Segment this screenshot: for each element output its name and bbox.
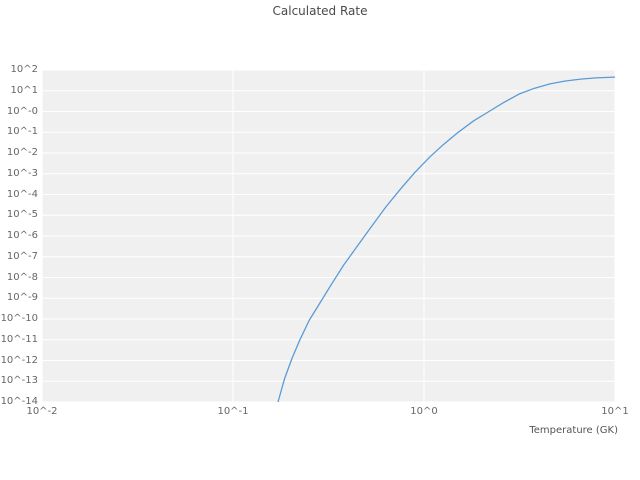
y-tick-label: 10^-5 xyxy=(6,209,38,221)
y-tick-label: 10^-6 xyxy=(6,230,38,241)
y-tick-label: 10^-3 xyxy=(6,167,38,179)
x-axis-title: Temperature (GK) xyxy=(529,425,618,436)
y-tick-label: 10^-0 xyxy=(6,105,38,117)
y-tick-label: 10^-8 xyxy=(6,271,38,283)
x-tick-label: 10^1 xyxy=(601,406,629,417)
x-tick-label: 10^0 xyxy=(410,406,438,417)
y-tick-label: 10^-9 xyxy=(6,292,38,304)
x-tick-label: 10^-1 xyxy=(217,406,249,417)
y-tick-label: 10^-2 xyxy=(6,147,38,158)
y-tick-label: 10^-12 xyxy=(0,354,38,366)
y-tick-label: 10^-11 xyxy=(0,333,38,345)
chart-title: Calculated Rate xyxy=(272,4,368,18)
y-tick-label: 10^-10 xyxy=(0,313,38,324)
plot-area xyxy=(42,70,615,402)
x-tick-label: 10^-2 xyxy=(26,406,58,417)
y-tick-label: 10^-4 xyxy=(6,188,38,200)
y-tick-label: 10^2 xyxy=(10,64,38,75)
rate-curve-plot xyxy=(42,70,615,402)
y-tick-label: 10^1 xyxy=(10,84,38,96)
y-tick-label: 10^-1 xyxy=(6,126,38,138)
y-tick-label: 10^-7 xyxy=(6,250,38,262)
y-tick-label: 10^-13 xyxy=(0,375,38,387)
y-tick-label: 10^-14 xyxy=(0,396,38,407)
